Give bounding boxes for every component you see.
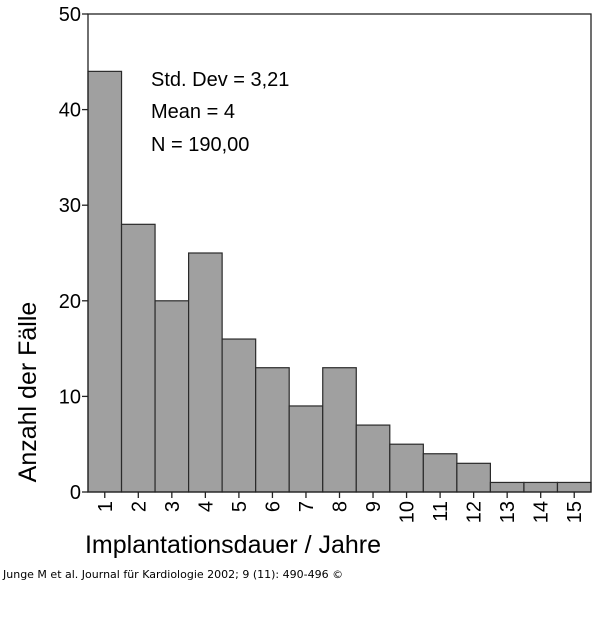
histogram-bar — [221, 338, 257, 493]
x-tick-label: 4 — [195, 501, 217, 512]
histogram-bar — [255, 367, 290, 493]
y-axis: 0 10 20 30 40 50 — [59, 4, 88, 504]
x-axis-title: Implantationsdauer / Jahre — [85, 531, 381, 559]
x-tick-label: 2 — [128, 501, 150, 512]
stats-box: Std. Dev = 3,21 Mean = 4 N = 190,00 — [151, 69, 289, 156]
x-tick-label: 15 — [564, 501, 586, 523]
bars — [87, 70, 592, 493]
histogram-bar — [120, 223, 156, 493]
histogram-bar — [523, 481, 559, 493]
histogram-bar — [422, 453, 458, 493]
x-tick-label: 10 — [397, 501, 419, 523]
histogram-bar — [154, 300, 190, 493]
y-tick-label: 50 — [59, 4, 81, 26]
histogram-bar — [489, 481, 525, 493]
y-tick-label: 0 — [70, 482, 81, 504]
citation-footer: Junge M et al. Journal für Kardiologie 2… — [3, 568, 344, 581]
x-tick-label: 13 — [497, 501, 519, 523]
x-tick-label: 1 — [95, 501, 117, 512]
mean-label: Mean = 4 — [151, 101, 235, 123]
histogram-bar — [87, 70, 123, 493]
x-axis: 1 2 3 4 5 6 7 8 9 10 11 12 13 14 15 — [95, 492, 586, 523]
y-tick-label: 10 — [59, 386, 81, 408]
x-tick-label: 9 — [363, 501, 385, 512]
std-dev-label: Std. Dev = 3,21 — [151, 69, 289, 91]
y-axis-title: Anzahl der Fälle — [14, 302, 42, 483]
x-tick-label: 12 — [464, 501, 486, 523]
y-tick-label: 40 — [59, 100, 81, 122]
y-tick-label: 30 — [59, 195, 81, 217]
x-tick-label: 8 — [330, 501, 352, 512]
x-tick-label: 11 — [430, 501, 452, 522]
x-tick-label: 5 — [229, 501, 251, 512]
x-tick-label: 3 — [162, 501, 184, 512]
histogram-bar — [188, 252, 223, 493]
n-label: N = 190,00 — [151, 134, 249, 156]
histogram-bar — [288, 405, 324, 493]
y-tick-label: 20 — [59, 291, 81, 313]
x-tick-label: 14 — [531, 501, 553, 523]
histogram-bar — [322, 367, 357, 493]
histogram-bar — [355, 424, 391, 493]
histogram-bar — [456, 462, 492, 493]
x-tick-label: 6 — [262, 501, 284, 512]
histogram-bar — [389, 443, 424, 493]
histogram-bar — [556, 481, 592, 493]
x-tick-label: 7 — [296, 501, 318, 512]
